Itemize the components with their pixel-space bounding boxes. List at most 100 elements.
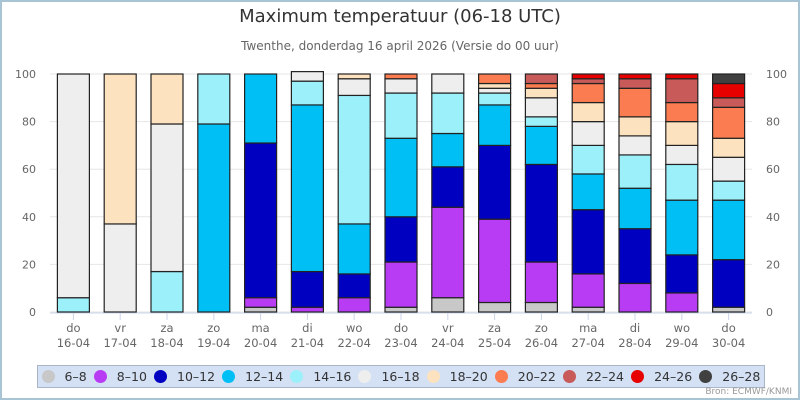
x-tick-label-date: 27-04 bbox=[571, 336, 604, 350]
bar-segment-24-26 bbox=[618, 73, 652, 80]
y-tick-label-right: 80 bbox=[766, 116, 780, 129]
x-tick-label-date: 18-04 bbox=[150, 336, 183, 350]
bar-segment-20-22 bbox=[571, 82, 605, 104]
source-credit: Bron: ECMWF/KNMI bbox=[705, 387, 792, 397]
x-tick-label-date: 20-04 bbox=[244, 336, 277, 350]
bar-segment-12-14 bbox=[197, 123, 231, 313]
bar-segment-8-10 bbox=[571, 273, 605, 308]
legend-color-dot-icon bbox=[699, 370, 713, 383]
legend-item[interactable]: 22–24 bbox=[562, 369, 624, 384]
legend-label: 6–8 bbox=[64, 369, 87, 384]
chart-subtitle: Twenthe, donderdag 16 april 2026 (Versie… bbox=[241, 39, 559, 53]
y-tick-label-left: 80 bbox=[22, 116, 36, 129]
legend-label: 22–24 bbox=[585, 369, 624, 384]
bar-segment-8-10 bbox=[337, 297, 371, 313]
bar-segment-12-14 bbox=[665, 199, 699, 256]
bar-segment-12-14 bbox=[618, 187, 652, 230]
bar-segment-22-24 bbox=[711, 97, 746, 108]
legend-item[interactable]: 8–10 bbox=[93, 369, 147, 384]
bar-segment-20-22 bbox=[524, 82, 559, 89]
legend-item[interactable]: 18–20 bbox=[426, 369, 488, 384]
bar-segment-20-22 bbox=[711, 106, 746, 139]
y-tick-label-right: 60 bbox=[766, 163, 780, 176]
bar-segment-16-18 bbox=[571, 120, 605, 146]
legend-color-dot-icon bbox=[93, 370, 107, 383]
x-tick-label-date: 30-04 bbox=[712, 336, 745, 350]
legend-label: 16–18 bbox=[381, 369, 420, 384]
x-tick-label-day: di bbox=[630, 321, 641, 335]
bar-segment-12-14 bbox=[478, 104, 512, 147]
bar-segment-6-8 bbox=[244, 306, 278, 313]
bar-segment-12-14 bbox=[337, 223, 371, 275]
bar-segment-12-14 bbox=[571, 173, 605, 211]
bar-segment-18-20 bbox=[665, 120, 699, 146]
legend-color-dot-icon bbox=[562, 370, 576, 383]
legend-label: 20–22 bbox=[517, 369, 556, 384]
legend-item[interactable]: 16–18 bbox=[358, 369, 420, 384]
bar-segment-14-16 bbox=[431, 92, 465, 135]
y-tick-label-right: 0 bbox=[766, 306, 773, 319]
bar-segment-10-12 bbox=[384, 216, 418, 263]
legend-item[interactable]: 14–16 bbox=[290, 369, 351, 384]
bar-segment-22-24 bbox=[665, 78, 699, 104]
legend-item[interactable]: 6–8 bbox=[41, 369, 87, 384]
bar-segment-14-16 bbox=[56, 297, 91, 313]
bar-segment-14-16 bbox=[384, 92, 418, 139]
bar-segment-10-12 bbox=[618, 228, 652, 285]
bar-segment-10-12 bbox=[665, 254, 699, 294]
x-tick-label-day: zo bbox=[535, 321, 548, 335]
x-tick-label-day: wo bbox=[674, 321, 690, 335]
legend-item[interactable]: 12–14 bbox=[222, 369, 283, 384]
x-tick-label-date: 26-04 bbox=[525, 336, 558, 350]
bar-segment-16-18 bbox=[431, 73, 465, 94]
bar-segment-26-28 bbox=[711, 73, 746, 85]
bar-segment-14-16 bbox=[197, 73, 231, 125]
bar-segment-8-10 bbox=[524, 261, 559, 304]
legend-label: 18–20 bbox=[449, 369, 488, 384]
bar-segment-24-26 bbox=[711, 82, 746, 99]
bar-segment-18-20 bbox=[618, 116, 652, 137]
bar-segment-20-22 bbox=[384, 73, 418, 80]
bar-segment-12-14 bbox=[711, 199, 746, 261]
bar-segment-10-12 bbox=[290, 270, 324, 308]
bar-segment-14-16 bbox=[618, 154, 652, 189]
legend-label: 10–12 bbox=[177, 369, 216, 384]
bar-segment-18-20 bbox=[478, 82, 512, 89]
bar-segment-18-20 bbox=[103, 73, 137, 225]
bar-segment-16-18 bbox=[290, 71, 324, 82]
legend-item[interactable]: 26–28 bbox=[699, 369, 760, 384]
legend-item[interactable]: 24–26 bbox=[631, 369, 692, 384]
bar-segment-6-8 bbox=[384, 306, 418, 313]
bar-segment-10-12 bbox=[571, 209, 605, 275]
bar-segment-16-18 bbox=[711, 156, 746, 182]
bar-segment-16-18 bbox=[665, 144, 699, 166]
bar-segment-8-10 bbox=[478, 218, 512, 304]
x-tick-label-date: 29-04 bbox=[665, 336, 698, 350]
bar-segment-8-10 bbox=[618, 282, 652, 313]
bar-segment-14-16 bbox=[337, 94, 371, 225]
x-tick-label-day: ma bbox=[579, 321, 597, 335]
legend-color-dot-icon bbox=[41, 370, 55, 383]
bar-segment-6-8 bbox=[524, 301, 559, 313]
bar-segment-18-20 bbox=[524, 87, 559, 99]
bar-segment-16-18 bbox=[524, 97, 559, 118]
bar-segment-12-14 bbox=[524, 125, 559, 166]
bar-segment-6-8 bbox=[478, 301, 512, 313]
legend-label: 12–14 bbox=[245, 369, 284, 384]
bar-segment-22-24 bbox=[571, 78, 605, 85]
legend-color-dot-icon bbox=[154, 370, 167, 383]
bar-segment-10-12 bbox=[711, 259, 746, 308]
legend: 6–8 8–10 10–12 12–14 14–16 16–18 18–20 20–22 22–… bbox=[37, 365, 765, 388]
bar-segment-8-10 bbox=[384, 261, 418, 308]
y-tick-label-right: 40 bbox=[766, 211, 780, 224]
bar-segment-8-10 bbox=[244, 297, 278, 308]
bar-segment-10-12 bbox=[337, 273, 371, 299]
bar-segment-8-10 bbox=[431, 206, 465, 299]
bar-segment-14-16 bbox=[571, 144, 605, 175]
x-tick-label-day: vr bbox=[442, 321, 454, 335]
bar-segment-16-18 bbox=[618, 135, 652, 156]
legend-item[interactable]: 20–22 bbox=[494, 369, 556, 384]
x-tick-label-day: ma bbox=[251, 321, 269, 335]
x-tick-label-date: 28-04 bbox=[618, 336, 651, 350]
legend-item[interactable]: 10–12 bbox=[154, 369, 215, 384]
